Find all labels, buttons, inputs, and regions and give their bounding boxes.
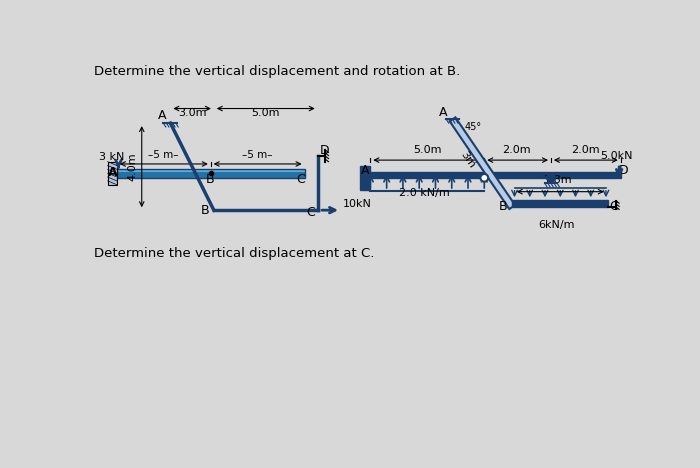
Text: 5.0kN: 5.0kN (601, 151, 633, 161)
Bar (360, 166, 370, 190)
Circle shape (547, 174, 555, 182)
Text: C: C (545, 173, 554, 186)
Text: 10kN: 10kN (342, 199, 372, 209)
Text: D: D (618, 164, 628, 177)
Text: A: A (361, 164, 370, 177)
Text: 3 kN: 3 kN (99, 152, 125, 162)
Bar (512, 200, 608, 207)
Text: 4.0m: 4.0m (128, 153, 138, 181)
Text: A: A (108, 166, 118, 178)
Text: 5.0m: 5.0m (251, 108, 280, 118)
Text: A: A (158, 110, 166, 122)
Text: B: B (498, 200, 508, 213)
Polygon shape (449, 117, 515, 209)
Text: C: C (296, 173, 305, 186)
Text: 1.8m: 1.8m (544, 175, 572, 185)
Text: D: D (320, 144, 330, 157)
Circle shape (480, 174, 488, 182)
Bar (370, 172, 621, 178)
Bar (117, 172, 304, 178)
Text: –5 m–: –5 m– (148, 150, 178, 160)
Text: C: C (609, 200, 618, 213)
Text: 3.0m: 3.0m (178, 108, 206, 118)
Bar (108, 161, 117, 185)
Text: 6kN/m: 6kN/m (538, 220, 575, 230)
Text: Determine the vertical displacement at C.: Determine the vertical displacement at C… (94, 247, 374, 260)
Text: 3m: 3m (458, 149, 477, 170)
Text: –5 m–: –5 m– (242, 150, 272, 160)
Bar (117, 168, 304, 178)
Text: B: B (480, 158, 488, 171)
Text: 45°: 45° (465, 122, 482, 132)
Text: Determine the vertical displacement and rotation at B.: Determine the vertical displacement and … (94, 66, 460, 79)
Text: C: C (306, 205, 314, 219)
Text: B: B (206, 173, 214, 186)
Text: 2.0m: 2.0m (502, 145, 531, 155)
Text: B: B (201, 204, 209, 217)
Text: 2.0m: 2.0m (570, 145, 599, 155)
Text: 2.0 kN/m: 2.0 kN/m (399, 188, 450, 198)
Bar (117, 168, 304, 172)
Text: 5.0m: 5.0m (413, 145, 441, 155)
Text: A: A (439, 106, 447, 119)
